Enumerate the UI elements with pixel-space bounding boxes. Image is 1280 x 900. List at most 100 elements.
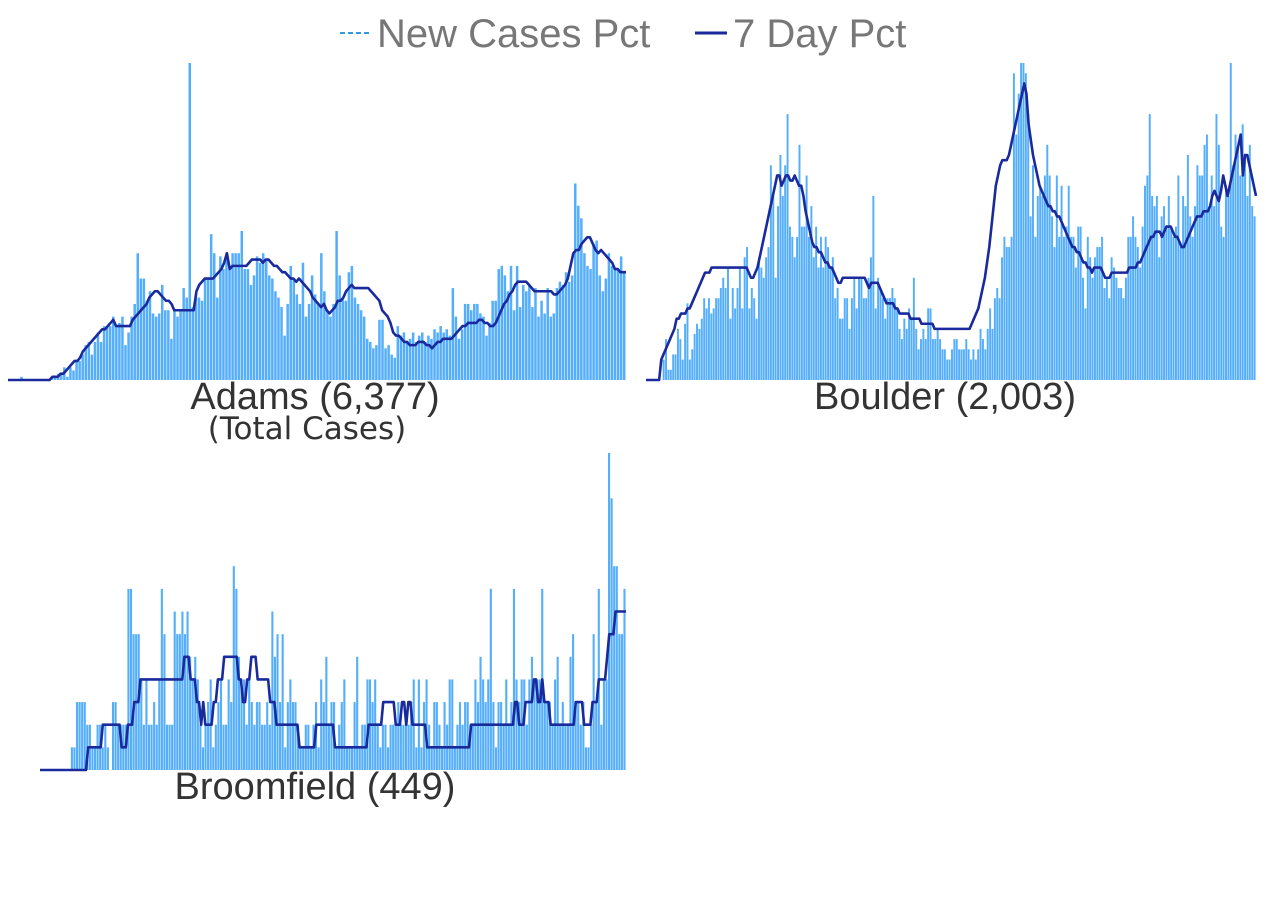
panel-boulder-bar <box>1134 236 1137 380</box>
panel-boulder-bar <box>1010 236 1013 380</box>
panel-boulder-bar <box>741 308 744 380</box>
panel-adams-bar <box>112 316 115 380</box>
panel-boulder-bar <box>1182 195 1185 380</box>
panel-boulder-bar <box>1208 206 1211 380</box>
panel-boulder-bar <box>831 257 834 380</box>
panel-boulder-bar <box>1239 175 1242 380</box>
panel-adams-bar <box>185 297 188 380</box>
panel-adams-bar <box>573 183 577 380</box>
panel-boulder-bar <box>738 267 741 380</box>
panel-boulder-bar <box>1020 63 1023 380</box>
panel-boulder-bar <box>822 267 825 380</box>
panel-broomfield-bar <box>386 747 390 770</box>
panel-broomfield-bar <box>106 747 109 770</box>
panel-boulder-bar <box>1179 247 1182 380</box>
panel-broomfield-bar <box>217 702 220 770</box>
panel-adams-bar <box>353 297 357 380</box>
panel-boulder-bar <box>869 257 872 380</box>
panel-adams-bar <box>93 341 97 380</box>
panel-boulder-bar <box>1160 216 1163 380</box>
panel-broomfield-bar <box>147 724 151 770</box>
panel-boulder-bar <box>848 328 851 380</box>
panel-boulder-bar <box>1108 298 1111 380</box>
panel-boulder-bar <box>746 247 749 380</box>
panel-boulder-bar <box>1043 175 1046 380</box>
panel-adams-bar <box>451 288 455 380</box>
panel-adams-bar <box>228 269 231 380</box>
panel-adams-bar <box>105 326 109 380</box>
panel-boulder-bar <box>958 349 961 380</box>
panel-broomfield-bar <box>536 679 539 770</box>
panel-boulder-bar <box>1086 236 1089 380</box>
panel-adams-bar <box>589 269 592 380</box>
panel-adams-bar <box>476 303 479 380</box>
panel-adams-bar <box>225 253 228 380</box>
panel-broomfield-bar <box>559 724 562 770</box>
panel-broomfield-bar <box>325 656 328 770</box>
panel-broomfield-bar <box>204 724 207 770</box>
panel-broomfield-bar <box>618 634 621 770</box>
panel-adams-bar <box>622 272 626 380</box>
panel-adams-title: Adams (6,377) <box>190 376 439 418</box>
panel-boulder-bar <box>855 308 858 380</box>
panel-broomfield-bar <box>258 702 261 770</box>
panel-boulder-bar <box>1053 247 1056 380</box>
panel-broomfield-bar <box>543 702 546 770</box>
panel-adams-bar <box>344 300 348 380</box>
panel-broomfield-bar <box>191 679 194 770</box>
panel-boulder-bar <box>798 144 801 380</box>
panel-boulder-bar <box>762 277 765 380</box>
panel-adams-bar <box>347 272 351 380</box>
panel-boulder-bar <box>1215 114 1218 380</box>
panel-broomfield-bar <box>253 724 256 770</box>
panel-adams-bar <box>133 303 136 380</box>
panel-boulder-bar <box>710 313 713 380</box>
panel-boulder-bar <box>972 349 975 380</box>
panel-adams-bar <box>457 338 461 380</box>
panel-adams-bar <box>246 269 250 380</box>
panel-boulder-bar <box>729 318 732 380</box>
panel-boulder-bar <box>1155 195 1158 380</box>
panel-broomfield-bar <box>484 702 487 770</box>
panel-adams-bar <box>75 360 78 380</box>
panel-boulder-bar <box>836 287 839 380</box>
panel-adams-bar <box>240 231 244 380</box>
panel-boulder-bar <box>753 298 756 380</box>
panel-boulder-bar <box>943 349 946 380</box>
panel-adams-bar <box>595 240 598 380</box>
panel-adams-bar <box>216 297 219 380</box>
panel-boulder-bar <box>917 349 920 380</box>
panel-broomfield-bar <box>515 679 518 770</box>
panel-broomfield-bar <box>371 702 374 770</box>
panel-boulder-bar <box>805 175 808 380</box>
panel-adams-bar <box>191 307 195 380</box>
panel-adams-bar <box>317 303 320 380</box>
panel-broomfield-bar <box>448 679 451 770</box>
panel-adams-bar <box>537 316 540 380</box>
panel-adams: Adams (6,377) (Total Cases) <box>8 63 626 447</box>
panel-broomfield-bar <box>129 588 133 770</box>
panel-broomfield-bar <box>322 702 325 770</box>
panel-boulder-bar <box>1184 206 1187 380</box>
panel-broomfield-bar <box>587 747 590 770</box>
panel-broomfield-bar <box>453 747 456 770</box>
panel-boulder-bar <box>1163 206 1166 380</box>
panel-boulder-bar <box>877 277 880 380</box>
panel-broomfield-bar <box>561 702 564 770</box>
panel-adams-bar <box>81 354 84 380</box>
panel-broomfield-bar <box>73 747 76 770</box>
panel-boulder-bar <box>843 298 846 380</box>
panel-boulder-bar <box>962 349 965 380</box>
panel-broomfield-bar <box>518 702 521 770</box>
panel-boulder-bar <box>1203 144 1206 380</box>
panel-broomfield-bar <box>266 702 269 770</box>
panel-adams-bar <box>506 291 510 380</box>
panel-boulder-bar <box>712 308 715 380</box>
panel-boulder-bar <box>669 369 672 380</box>
panel-broomfield-bar <box>214 724 217 770</box>
panel-adams-bar <box>405 341 409 380</box>
panel-adams-bar <box>261 253 265 380</box>
panel-boulder-bar <box>1055 175 1058 380</box>
panel-boulder-bar <box>1227 195 1230 380</box>
panel-boulder-bar <box>993 298 996 380</box>
